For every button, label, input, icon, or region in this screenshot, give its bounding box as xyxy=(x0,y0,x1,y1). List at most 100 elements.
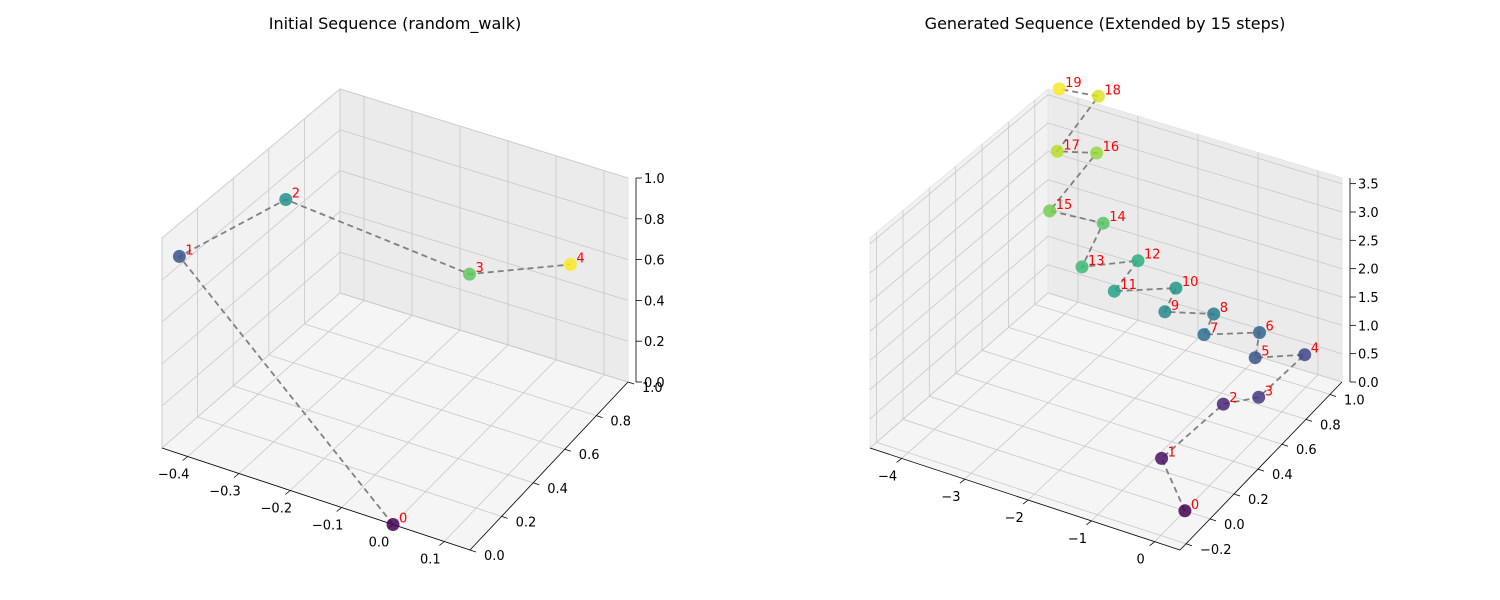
y-tick-label: 0.4 xyxy=(1272,468,1293,483)
data-point xyxy=(563,258,577,271)
x-tick-mark xyxy=(1022,499,1029,505)
point-label: 16 xyxy=(1103,140,1120,155)
x-tick-mark xyxy=(336,507,342,512)
z-tick-label: 1.5 xyxy=(1358,291,1379,306)
gridline-z xyxy=(161,251,629,407)
gridline-z xyxy=(161,292,629,449)
subplot-generated-sequence: Generated Sequence (Extended by 15 steps… xyxy=(869,14,1379,568)
point-label: 5 xyxy=(1261,345,1269,360)
z-tick-label: 1.0 xyxy=(1358,319,1379,334)
point-label: 11 xyxy=(1120,278,1137,293)
point-label: 9 xyxy=(1171,299,1179,314)
x-axis-line xyxy=(161,447,471,551)
point-label: 1 xyxy=(185,243,193,258)
point-label: 6 xyxy=(1266,320,1274,335)
gridline-z xyxy=(869,235,1343,391)
y-tick-label: −0.2 xyxy=(1200,543,1232,558)
x-tick-mark xyxy=(285,490,291,495)
x-tick-mark xyxy=(233,473,240,478)
z-tick-label: 0.8 xyxy=(644,213,665,228)
gridline-z xyxy=(161,170,629,323)
y-tick-mark xyxy=(1281,443,1289,447)
data-point xyxy=(1158,305,1172,319)
subplot-initial-sequence: Initial Sequence (random_walk) −0.4 −0.3 −… xyxy=(158,14,665,568)
y-tick-mark xyxy=(596,415,603,418)
data-point xyxy=(1075,260,1089,274)
y-tick-label: 0.0 xyxy=(484,549,505,564)
y-tick-mark xyxy=(533,482,540,486)
data-point xyxy=(1216,397,1230,411)
y-tick-label: 1.0 xyxy=(1344,393,1365,408)
gridline-z xyxy=(161,210,629,365)
gridline-z xyxy=(161,88,629,239)
z-tick-label: 2.5 xyxy=(1358,234,1379,249)
x-tick-mark xyxy=(896,458,902,463)
x-tick-label: 0 xyxy=(1137,553,1145,568)
y-tick-mark xyxy=(627,381,635,385)
x-tick-label: −0.4 xyxy=(158,468,190,483)
data-point xyxy=(1178,504,1192,518)
point-label: 8 xyxy=(1220,301,1228,316)
z-tick-label: 2.0 xyxy=(1358,263,1379,278)
data-point xyxy=(1207,307,1221,321)
y-tick-label: 0.6 xyxy=(1296,443,1317,458)
z-tick-label: 3.5 xyxy=(1358,178,1379,193)
y-tick-label: 0.8 xyxy=(1320,418,1341,433)
point-label: 3 xyxy=(476,261,484,276)
y-tick-mark xyxy=(1233,493,1241,497)
y-tick-mark xyxy=(469,549,477,553)
x-tick-mark xyxy=(1149,541,1155,546)
x-tick-mark xyxy=(182,456,188,461)
point-label: 15 xyxy=(1056,198,1073,213)
x-tick-label: −3 xyxy=(941,490,960,505)
data-point xyxy=(1155,451,1169,465)
chart-title: Generated Sequence (Extended by 15 steps… xyxy=(925,14,1286,33)
point-label: 14 xyxy=(1109,210,1126,225)
x-tick-mark xyxy=(1086,520,1092,526)
data-point xyxy=(279,193,293,206)
y-tick-mark xyxy=(501,516,508,519)
z-tick-label: 3.0 xyxy=(1358,206,1379,221)
z-tick-label: 0.2 xyxy=(644,335,665,350)
y-tick-mark xyxy=(1185,543,1193,547)
point-label: 0 xyxy=(1191,498,1199,513)
gridline-z xyxy=(869,94,1343,245)
x-tick-label: 0.1 xyxy=(420,553,441,568)
data-point xyxy=(1253,326,1266,339)
z-tick-label: 0.0 xyxy=(644,376,665,391)
x-tick-label: −0.3 xyxy=(209,485,241,500)
data-point xyxy=(1252,390,1266,404)
z-tick-label: 0.4 xyxy=(644,294,665,309)
y-tick-mark xyxy=(1329,394,1337,397)
y-tick-label: 0.8 xyxy=(610,415,631,430)
point-label: 4 xyxy=(576,252,584,267)
point-label: 1 xyxy=(1168,445,1176,460)
x-tick-label: −4 xyxy=(878,469,897,484)
data-point xyxy=(172,249,186,263)
y-tick-label: 0.0 xyxy=(1224,518,1245,533)
gridline-z xyxy=(869,264,1343,420)
z-tick-label: 0.0 xyxy=(1358,376,1379,391)
point-label: 12 xyxy=(1144,248,1161,263)
data-point xyxy=(1197,328,1211,342)
data-point xyxy=(1248,351,1262,365)
point-label: 19 xyxy=(1065,76,1082,91)
data-point xyxy=(1043,204,1057,218)
y-tick-mark xyxy=(564,448,571,452)
data-point xyxy=(463,267,476,281)
point-label: 7 xyxy=(1210,322,1218,337)
data-point xyxy=(1169,281,1183,295)
x-tick-label: −1 xyxy=(1068,532,1087,547)
x-tick-label: −2 xyxy=(1005,511,1024,526)
data-point xyxy=(1090,146,1104,160)
x-tick-label: −0.1 xyxy=(312,519,344,534)
point-label: 18 xyxy=(1104,83,1121,98)
point-label: 2 xyxy=(292,187,300,202)
data-point xyxy=(1096,216,1110,230)
y-tick-mark xyxy=(1257,468,1265,472)
data-point xyxy=(1091,89,1105,103)
x-tick-label: −0.2 xyxy=(261,502,293,517)
point-label: 2 xyxy=(1229,391,1237,406)
gridline-z xyxy=(869,150,1343,303)
